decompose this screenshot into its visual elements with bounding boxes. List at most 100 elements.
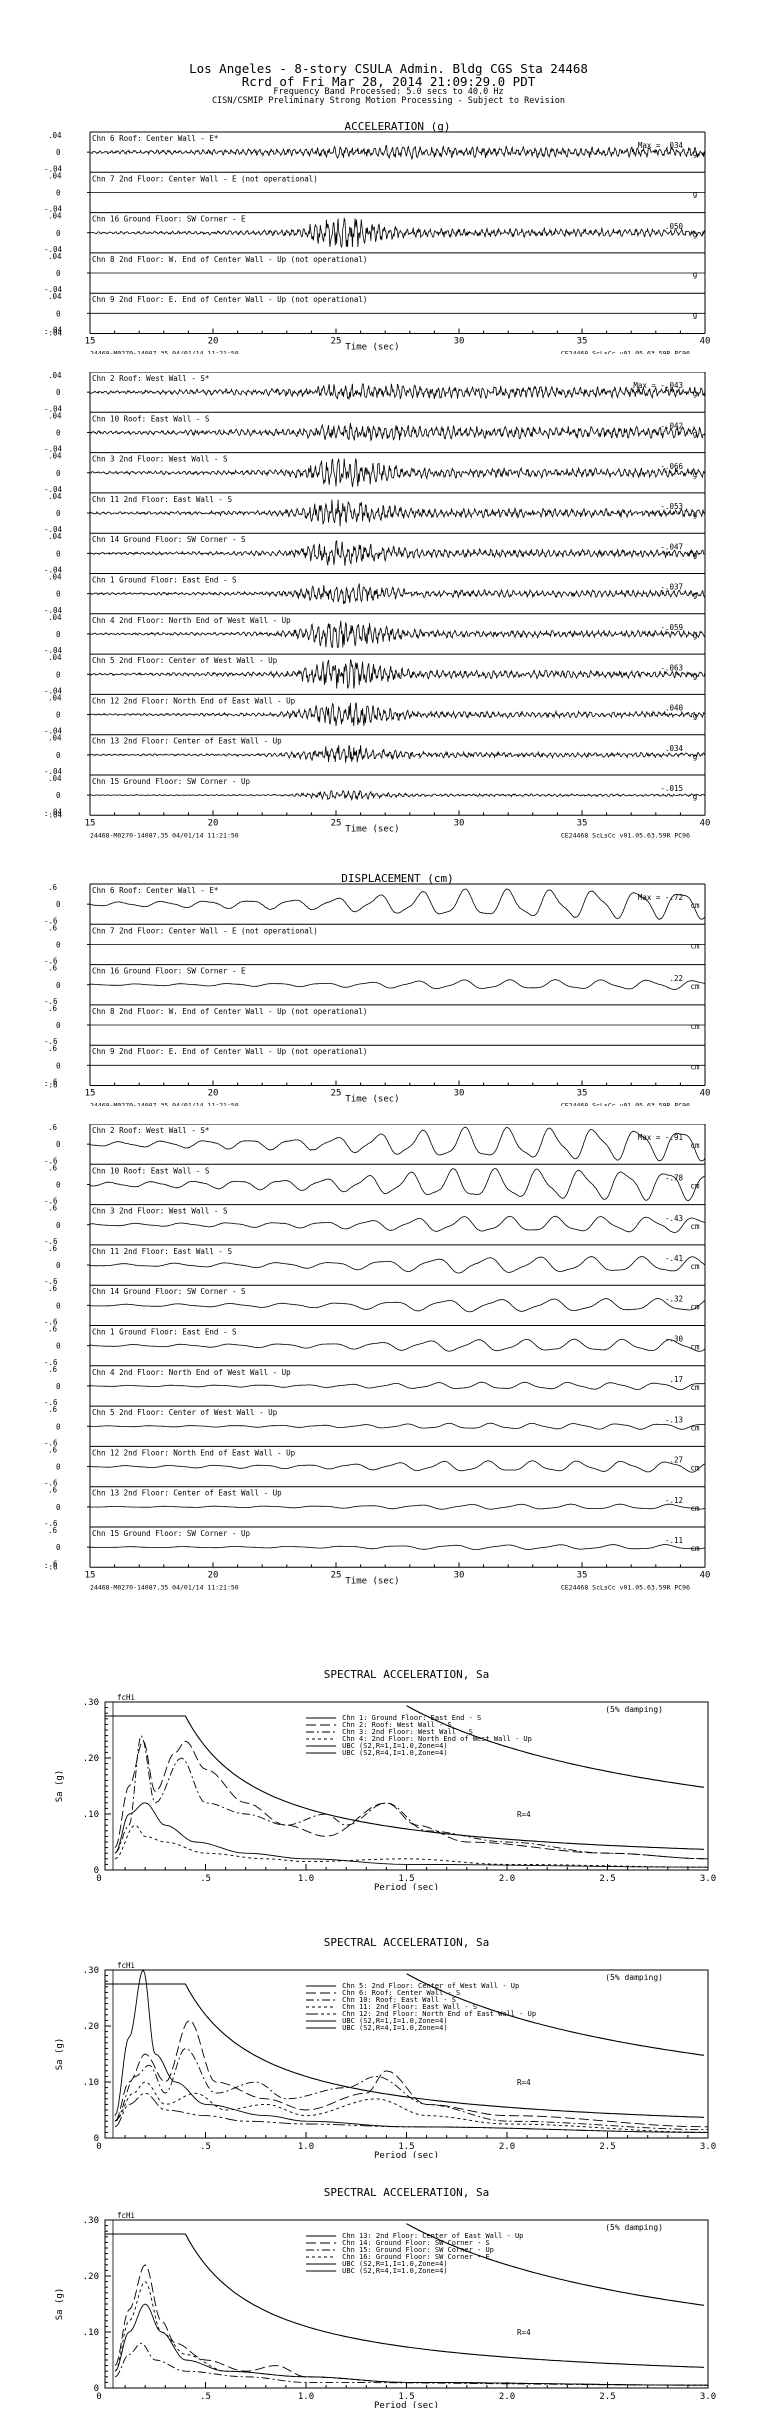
footer-left: 24468-M0270-14087.35 04/01/14 11:21:50 (90, 1102, 239, 1107)
y-tick-label: -.04 (44, 326, 63, 335)
y-tick-label: 0 (56, 1180, 61, 1189)
spectrum-curve (114, 1969, 709, 2133)
unit-label: g (693, 792, 698, 801)
channel-label: Chn 5 2nd Floor: Center of West Wall - U… (92, 656, 278, 665)
legend-entry: Chn 2: Roof: West Wall - S (342, 1721, 452, 1729)
spectrum-curve (114, 2081, 709, 2133)
y-tick-label: -.6 (44, 1562, 58, 1571)
y-tick-label: .04 (48, 613, 62, 622)
ubc-r1-curve (406, 1705, 705, 1788)
spectrum-curve (114, 1734, 709, 1860)
y-tick-label: 0 (56, 1221, 61, 1230)
y-tick-label: .04 (48, 171, 62, 180)
displacement-panel-1: DISPLACEMENT (cm) .6 0 -.6 Chn 6 Roof: Cente… (44, 872, 710, 1107)
y-tick-label: -.04 (44, 285, 63, 294)
x-tick-label: 15 (85, 1570, 96, 1580)
y-tick-label: -.6 (44, 1156, 58, 1165)
y-tick-label: -.6 (44, 1479, 58, 1488)
panel-title: ACCELERATION (g) (345, 120, 451, 133)
y-tick-label: .20 (83, 2022, 99, 2032)
y-tick-label: .04 (48, 532, 62, 541)
y-tick-label: 0 (56, 1021, 61, 1030)
unit-label: cm (690, 982, 700, 991)
spectrum-curve (114, 2019, 709, 2128)
channel-max-label: .17 (669, 1375, 683, 1384)
y-tick-label: 0 (56, 981, 61, 990)
spectrum-curve (114, 1802, 709, 1868)
waveform-trace (89, 620, 706, 648)
channel-label: Chn 5 2nd Floor: Center of West Wall - U… (92, 1408, 278, 1417)
channel-max-label: .034 (665, 744, 684, 753)
legend-entry: Chn 4: 2nd Floor: North End of West Wall… (342, 1735, 532, 1743)
report-header: Los Angeles - 8-story CSULA Admin. Bldg … (0, 62, 777, 106)
waveform-trace (89, 789, 706, 801)
y-tick-label: 0 (56, 549, 61, 558)
x-tick-label: 30 (454, 818, 465, 828)
ubc-r4-curve (105, 2233, 705, 2368)
spectrum-curve (114, 2264, 709, 2386)
spectrum-curve (114, 2047, 709, 2131)
y-axis-label: Sa (g) (55, 2288, 65, 2321)
x-tick-label: 20 (208, 818, 219, 828)
waveform-trace (90, 1381, 705, 1391)
y-tick-label: 0 (56, 1382, 61, 1391)
y-tick-label: .04 (48, 492, 62, 501)
y-axis-label: Sa (g) (55, 1770, 65, 1803)
y-tick-label: -.6 (44, 1037, 58, 1046)
x-tick-label: 2.0 (499, 2392, 515, 2402)
y-tick-label: -.04 (44, 646, 63, 655)
waveform-trace (89, 1168, 705, 1201)
y-tick-label: -.04 (44, 810, 63, 819)
waveform-trace (89, 540, 706, 566)
legend-entry: Chn 10: Roof: East Wall - S (342, 1996, 456, 2004)
waveform-trace (89, 888, 706, 920)
x-tick-label: 20 (208, 1570, 219, 1580)
y-tick-label: -.6 (44, 1438, 58, 1447)
channel-max-label: -.037 (660, 583, 683, 592)
channel-max-label: -.43 (665, 1214, 683, 1223)
channel-max-label: -.015 (660, 784, 683, 793)
channel-label: Chn 10 Roof: East Wall - S (92, 414, 210, 423)
channel-label: Chn 13 2nd Floor: Center of East Wall - … (92, 1489, 282, 1498)
y-tick-label: 0 (56, 711, 61, 720)
channel-label: Chn 9 2nd Floor: E. End of Center Wall -… (92, 295, 367, 304)
spectrum-curve (114, 2303, 709, 2386)
legend-entry: Chn 14: Ground Floor: SW Corner - S (342, 2239, 490, 2247)
y-tick-label: .04 (48, 411, 62, 420)
x-tick-label: 35 (577, 1570, 588, 1580)
y-tick-label: -.04 (44, 807, 63, 816)
record-date: Rcrd of Fri Mar 28, 2014 21:09:29.0 PDT (241, 74, 536, 90)
panel-title: DISPLACEMENT (cm) (341, 872, 454, 885)
legend-entry: Chn 5: 2nd Floor: Center of West Wall - … (342, 1982, 519, 1990)
x-tick-label: 40 (700, 818, 711, 828)
x-tick-label: 20 (208, 1089, 219, 1099)
ubc-r1-curve (406, 1973, 705, 2056)
y-tick-label: 0 (56, 1463, 61, 1472)
y-tick-label: .6 (48, 1204, 58, 1213)
y-tick-label: -.04 (44, 245, 63, 254)
spectral-acceleration-panel-2: SPECTRAL ACCELERATION, Sa .5 1.0 1.5 2.0 2.5 3… (55, 1936, 716, 2158)
channel-label: Chn 2 Roof: West Wall - S* (92, 1126, 209, 1135)
y-tick-label: .6 (48, 1044, 58, 1053)
y-tick-label: 0 (56, 670, 61, 679)
y-tick-label: -.04 (44, 445, 63, 454)
channel-label: Chn 16 Ground Floor: SW Corner - E (92, 215, 246, 224)
waveform-trace (90, 1298, 706, 1313)
legend-entry: Chn 6: Roof: Center Wall - S (342, 1989, 460, 1997)
legend-entry: Chn 11: 2nd Floor: East Wall - S (342, 2003, 477, 2011)
spectrum-curve (114, 2092, 709, 2133)
y-tick-label: .20 (83, 1754, 99, 1764)
y-tick-label: .04 (48, 452, 62, 461)
waveform-trace (89, 499, 706, 527)
spectrum-curve (114, 2342, 709, 2386)
x-tick-label: 1.0 (298, 1874, 314, 1884)
y-tick-label: .10 (83, 2328, 99, 2338)
channel-max-label: Max = -.91 (638, 1133, 683, 1142)
channel-label: Chn 2 Roof: West Wall - S* (92, 374, 209, 383)
legend-entry: Chn 16: Ground Floor: SW Corner - E (342, 2253, 490, 2261)
unit-label: g (693, 230, 698, 239)
x-tick-label: 2.5 (599, 1874, 615, 1884)
x-tick-label: 2.5 (599, 2392, 615, 2402)
channel-label: Chn 6 Roof: Center Wall - E* (92, 886, 218, 895)
